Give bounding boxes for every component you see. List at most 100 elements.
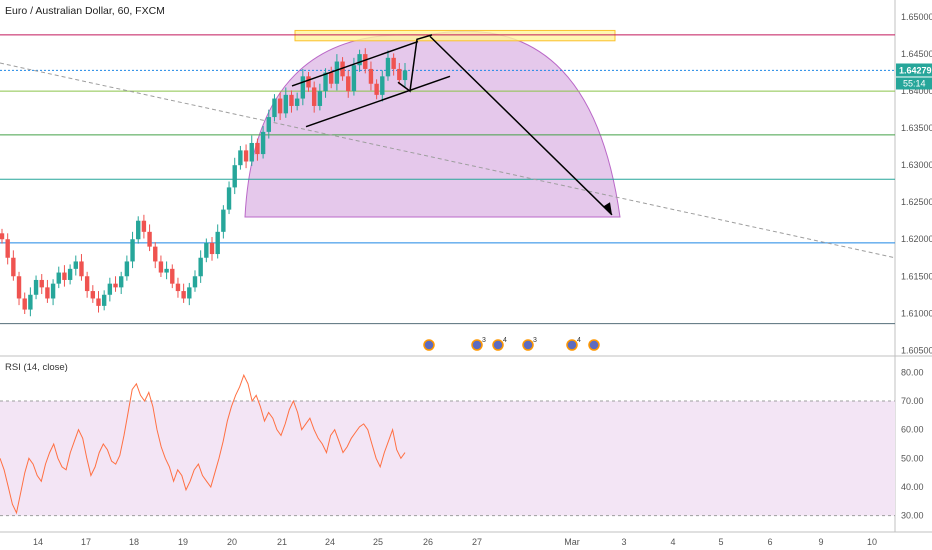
candle-body — [28, 294, 33, 310]
candle-body — [96, 298, 101, 306]
candle-body — [181, 291, 186, 299]
arrow-head-icon — [603, 202, 612, 215]
rsi-line — [0, 373, 406, 515]
time-axis-tick: 17 — [81, 537, 91, 547]
event-marker-icon[interactable] — [522, 339, 534, 351]
candle-body — [101, 294, 107, 306]
time-axis-tick: Mar — [564, 537, 580, 547]
candle-body — [374, 83, 379, 95]
candle-body — [243, 150, 249, 162]
rsi-title: RSI (14, close) — [5, 362, 68, 373]
candle-body — [255, 142, 260, 155]
time-axis-tick: 27 — [472, 537, 482, 547]
price-axis-tick: 1.65000 — [901, 12, 932, 22]
descending-trendline — [0, 62, 896, 259]
candle-body — [306, 76, 311, 88]
candle-body — [385, 57, 391, 77]
price-axis-tick: 1.60500 — [901, 345, 932, 355]
price-axis-tick: 1.64000 — [901, 86, 932, 96]
rsi-band — [0, 401, 895, 516]
last-price-label: 1.64279 — [899, 65, 932, 75]
time-axis-tick: 25 — [373, 537, 383, 547]
candle-body — [130, 239, 135, 262]
candle-body — [272, 98, 277, 118]
time-axis-tick: 18 — [129, 537, 139, 547]
candle-body — [238, 150, 243, 166]
candle-body — [380, 76, 385, 95]
candle-body — [16, 276, 22, 299]
candle-body — [11, 257, 16, 277]
time-axis-tick: 21 — [277, 537, 287, 547]
candle-body — [289, 94, 294, 106]
candle-body — [45, 287, 50, 299]
candle-body — [158, 261, 164, 273]
chart-title: Euro / Australian Dollar, 60, FXCM — [5, 5, 165, 17]
candle-body — [260, 131, 266, 155]
candle-body — [62, 272, 67, 280]
candle-body — [118, 276, 124, 288]
time-axis-tick: 10 — [867, 537, 877, 547]
candle-body — [249, 142, 254, 162]
event-marker-count: 4 — [503, 337, 507, 344]
time-axis-tick: 20 — [227, 537, 237, 547]
candle-body — [277, 98, 283, 114]
candle-body — [215, 231, 220, 255]
countdown-label: 55:14 — [903, 78, 926, 88]
candle-body — [50, 283, 56, 299]
projection-path — [397, 34, 433, 93]
time-axis-tick: 9 — [818, 537, 823, 547]
candle-body — [39, 279, 44, 288]
candle-body — [283, 94, 289, 114]
channel-lower-line — [305, 75, 451, 128]
price-axis-tick: 1.63500 — [901, 123, 932, 133]
candle-body — [79, 261, 84, 277]
candle-body — [136, 220, 141, 240]
event-marker-icon[interactable] — [471, 339, 483, 351]
candle-body — [56, 272, 61, 284]
time-axis-tick: 26 — [423, 537, 433, 547]
event-marker-icon[interactable] — [423, 339, 435, 351]
candle-body — [232, 165, 237, 188]
candle-body — [107, 283, 113, 295]
candle-body — [67, 268, 73, 280]
channel-upper-line — [291, 40, 419, 87]
rsi-axis-tick: 70.00 — [901, 396, 924, 406]
candle-body — [33, 279, 39, 295]
price-axis-tick: 1.62000 — [901, 234, 932, 244]
countdown-badge — [896, 77, 932, 90]
resistance-zone — [294, 29, 616, 42]
candle-body — [147, 231, 152, 247]
rsi-axis-tick: 30.00 — [901, 511, 924, 521]
event-marker-icon[interactable] — [588, 339, 600, 351]
event-marker-icon[interactable] — [566, 339, 578, 351]
candle-body — [153, 246, 158, 262]
candle-body — [90, 291, 96, 299]
candle-body — [175, 283, 181, 292]
candle-body — [311, 87, 317, 106]
candle-body — [0, 233, 5, 240]
time-axis-tick: 24 — [325, 537, 335, 547]
candle-body — [351, 65, 357, 92]
candle-body — [329, 72, 334, 84]
candle-body — [363, 54, 368, 69]
event-marker-icon[interactable] — [492, 339, 504, 351]
candle-body — [391, 57, 396, 69]
candle-body — [317, 91, 323, 106]
candle-body — [368, 68, 374, 84]
projection-down-line — [429, 35, 613, 216]
candle-body — [73, 261, 78, 269]
candle-body — [221, 209, 226, 232]
candle-body — [209, 242, 215, 255]
candle-body — [402, 70, 408, 81]
candle-body — [170, 268, 175, 284]
price-axis-tick: 1.61000 — [901, 308, 932, 318]
time-axis-tick: 14 — [33, 537, 43, 547]
candle-body — [294, 98, 300, 106]
candle-body — [397, 68, 402, 81]
candle-body — [226, 187, 232, 210]
candle-body — [22, 298, 27, 310]
candle-body — [141, 220, 147, 232]
candle-body — [192, 276, 198, 288]
candle-body — [113, 283, 118, 288]
